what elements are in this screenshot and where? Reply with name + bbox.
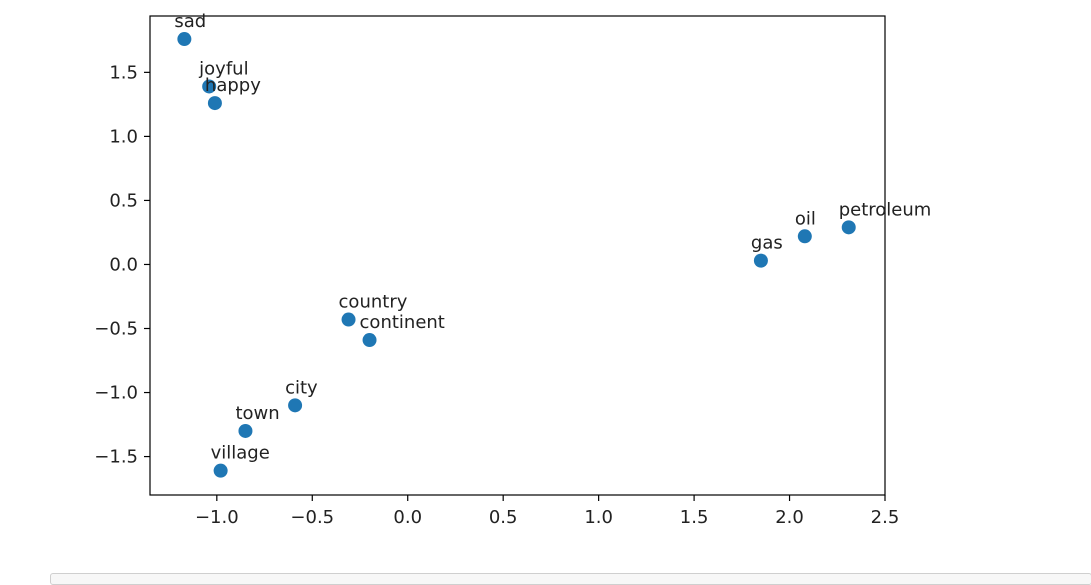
scatter-point-joyful — [202, 79, 217, 94]
point-label-petroleum: petroleum — [839, 199, 932, 220]
point-label-country: country — [339, 292, 408, 313]
y-tick-label: 1.5 — [109, 62, 138, 83]
scatter-point-continent — [362, 333, 377, 348]
scatter-point-village — [213, 463, 228, 478]
x-tick-label: −1.0 — [195, 507, 239, 528]
x-tick-label: −0.5 — [290, 507, 334, 528]
point-label-continent: continent — [360, 312, 445, 333]
scatter-point-oil — [797, 229, 812, 244]
point-label-happy: happy — [205, 75, 261, 96]
point-label-sad: sad — [174, 11, 206, 32]
point-label-village: village — [211, 443, 270, 464]
x-tick-label: 0.0 — [393, 507, 422, 528]
scatter-point-city — [288, 398, 303, 413]
next-notebook-cell[interactable] — [50, 573, 1091, 585]
point-label-gas: gas — [751, 233, 783, 254]
y-tick-label: 0.5 — [109, 190, 138, 211]
point-label-town: town — [235, 403, 279, 424]
x-tick-label: 1.0 — [584, 507, 613, 528]
point-label-city: city — [285, 377, 318, 398]
scatter-point-town — [238, 423, 253, 438]
axis-ticks: −1.0 −0.5 0.0 0.5 1.0 1.5 2.0 2.5 −1.5 −1.0 −0.5 0.… — [94, 62, 899, 528]
scatter-point-gas — [753, 253, 768, 268]
x-tick-label: 0.5 — [489, 507, 518, 528]
plot-area-frame — [149, 15, 886, 496]
scatter-point-sad — [177, 32, 192, 47]
scatter-point-petroleum — [841, 220, 856, 235]
y-tick-label: 0.0 — [109, 254, 138, 275]
y-tick-label: −1.5 — [94, 447, 138, 468]
y-tick-label: 1.0 — [109, 126, 138, 147]
y-tick-label: −1.0 — [94, 383, 138, 404]
point-label-oil: oil — [795, 208, 816, 229]
scatter-point-country — [341, 312, 356, 327]
x-tick-label: 2.5 — [871, 507, 900, 528]
point-label-joyful: joyful — [198, 58, 248, 79]
scatter-point-happy — [207, 96, 222, 111]
x-tick-label: 1.5 — [680, 507, 709, 528]
x-tick-label: 2.0 — [775, 507, 804, 528]
y-tick-label: −0.5 — [94, 319, 138, 340]
